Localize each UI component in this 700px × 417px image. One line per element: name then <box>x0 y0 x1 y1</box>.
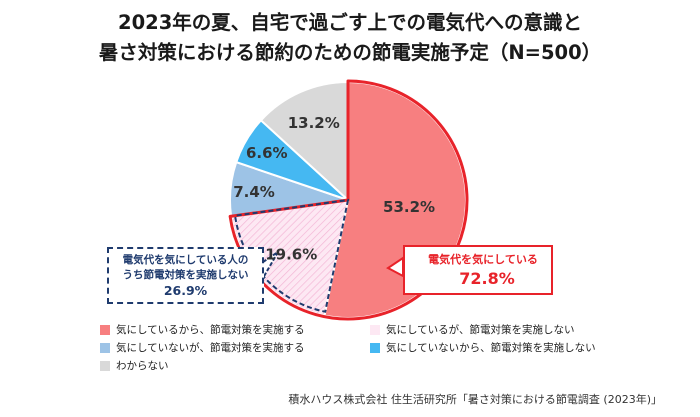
legend-label-0: 気にしているから、節電対策を実施する <box>116 324 305 336</box>
slice-value-label-1: 19.6% <box>265 245 317 263</box>
legend-label-1: 気にしているが、節電対策を実施しない <box>386 324 575 336</box>
legend-label-2: 気にしていないが、節電対策を実施する <box>116 342 305 354</box>
legend-item-2: 気にしていないが、節電対策を実施する <box>100 340 304 355</box>
callout-left-value: 26.9% <box>163 283 208 298</box>
legend-item-3: 気にしていないから、節電対策を実施しない <box>370 340 596 355</box>
legend-swatch-3 <box>370 342 380 353</box>
chart-title-line-2: 暑さ対策における節約のための節電実施予定（N=500） <box>98 41 602 64</box>
legend-item-1: 気にしているが、節電対策を実施しない <box>370 322 574 337</box>
legend-label-4: わからない <box>116 360 169 372</box>
legend-swatch-4 <box>100 360 110 371</box>
legend-item-0: 気にしているから、節電対策を実施する <box>100 322 305 337</box>
legend-label-3: 気にしていないから、節電対策を実施しない <box>386 342 596 354</box>
slice-value-label-4: 13.2% <box>288 114 340 132</box>
source-credit: 積水ハウス株式会社 住生活研究所「暑さ対策における節電調査 (2023年)」 <box>288 393 662 406</box>
slice-value-label-2: 7.4% <box>233 183 275 201</box>
highlight-not-implementing-outline <box>233 198 350 313</box>
slice-value-label-0: 53.2% <box>383 198 435 216</box>
callout-concerned: 電気代を気にしている 72.8% <box>403 245 553 295</box>
callout-left-line-2: うち節電対策を実施しない <box>122 269 249 281</box>
legend-item-4: わからない <box>100 358 169 373</box>
legend-swatch-0 <box>100 324 110 335</box>
legend-swatch-2 <box>100 342 110 353</box>
pie-slice-4 <box>259 80 349 203</box>
chart-title-line-1: 2023年の夏、自宅で過ごす上での電気代への意識と <box>118 11 582 34</box>
legend-swatch-1 <box>370 324 380 335</box>
callout-right-label: 電気代を気にしている <box>428 253 538 266</box>
slice-value-label-3: 6.6% <box>246 144 288 162</box>
callout-right-value: 72.8% <box>459 269 515 288</box>
callout-left-pointer <box>262 251 279 279</box>
callout-left-line-1: 電気代を気にしている人の <box>122 254 249 266</box>
callout-not-implementing: 電気代を気にしている人の うち節電対策を実施しない 26.9% <box>107 247 264 304</box>
